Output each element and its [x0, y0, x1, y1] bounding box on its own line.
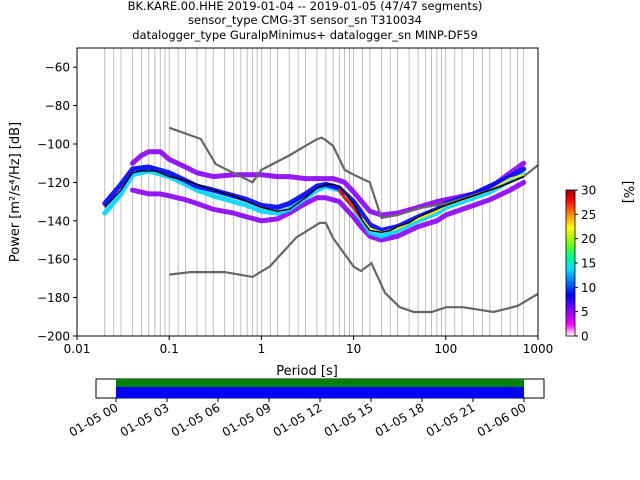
timeline-tick-label: 01-05 00: [67, 400, 121, 439]
colorbar-tick-label: 5: [581, 305, 589, 319]
title-line-2: sensor_type CMG-3T sensor_sn T310034: [188, 13, 422, 27]
y-tick-label: −160: [37, 253, 70, 267]
timeline-bar-processed: [116, 387, 524, 398]
timeline-tick-label: 01-05 06: [169, 400, 223, 439]
x-tick-label: 1: [258, 342, 266, 356]
colorbar-tick-label: 10: [581, 281, 596, 295]
title-line-1: BK.KARE.00.HHE 2019-01-04 -- 2019-01-05 …: [127, 0, 483, 13]
timeline-tick-label: 01-06 00: [475, 400, 529, 439]
x-axis-label: Period [s]: [276, 364, 338, 379]
y-tick-label: −180: [37, 291, 70, 305]
x-tick-label: 100: [434, 342, 457, 356]
colorbar-tick-label: 25: [581, 208, 596, 222]
density-band-lower: [130, 179, 527, 243]
timeline-tick-label: 01-05 09: [220, 400, 274, 439]
timeline-bar-coverage: [116, 379, 524, 387]
density-band-mid: [102, 168, 527, 239]
colorbar-label: [%]: [620, 181, 635, 204]
density-band-edge: [337, 188, 363, 219]
x-tick-label: 0.01: [64, 342, 91, 356]
x-tick-label: 1000: [523, 342, 554, 356]
density-band-upper: [130, 149, 527, 218]
y-tick-label: −120: [37, 176, 70, 190]
colorbar: [565, 189, 576, 337]
title-line-3: datalogger_type GuralpMinimus+ datalogge…: [132, 28, 478, 42]
plot-frame: [76, 47, 539, 337]
mode-curve: [104, 170, 524, 234]
colorbar-tick-label: 20: [581, 232, 596, 246]
y-tick-label: −80: [45, 99, 70, 113]
density-band-core: [102, 164, 527, 233]
y-axis-label: Power [m²/s⁴/Hz] [dB]: [8, 122, 23, 262]
colorbar-tick-label: 30: [581, 184, 596, 198]
y-tick-label: −100: [37, 138, 70, 152]
timeline-tick-label: 01-05 03: [118, 400, 172, 439]
y-tick-label: −60: [45, 61, 70, 75]
x-tick-label: 0.1: [160, 342, 179, 356]
x-tick-label: 10: [346, 342, 361, 356]
timeline-tick-label: 01-05 21: [424, 400, 478, 439]
colorbar-tick-label: 15: [581, 257, 596, 271]
timeline-tick-label: 01-05 15: [322, 400, 376, 439]
timeline-tick-label: 01-05 18: [373, 400, 427, 439]
colorbar-tick-label: 0: [581, 330, 589, 344]
y-tick-label: −200: [37, 330, 70, 344]
noise-model-nlnm: [169, 221, 538, 314]
timeline-tick-label: 01-05 12: [271, 400, 325, 439]
y-tick-label: −140: [37, 214, 70, 228]
